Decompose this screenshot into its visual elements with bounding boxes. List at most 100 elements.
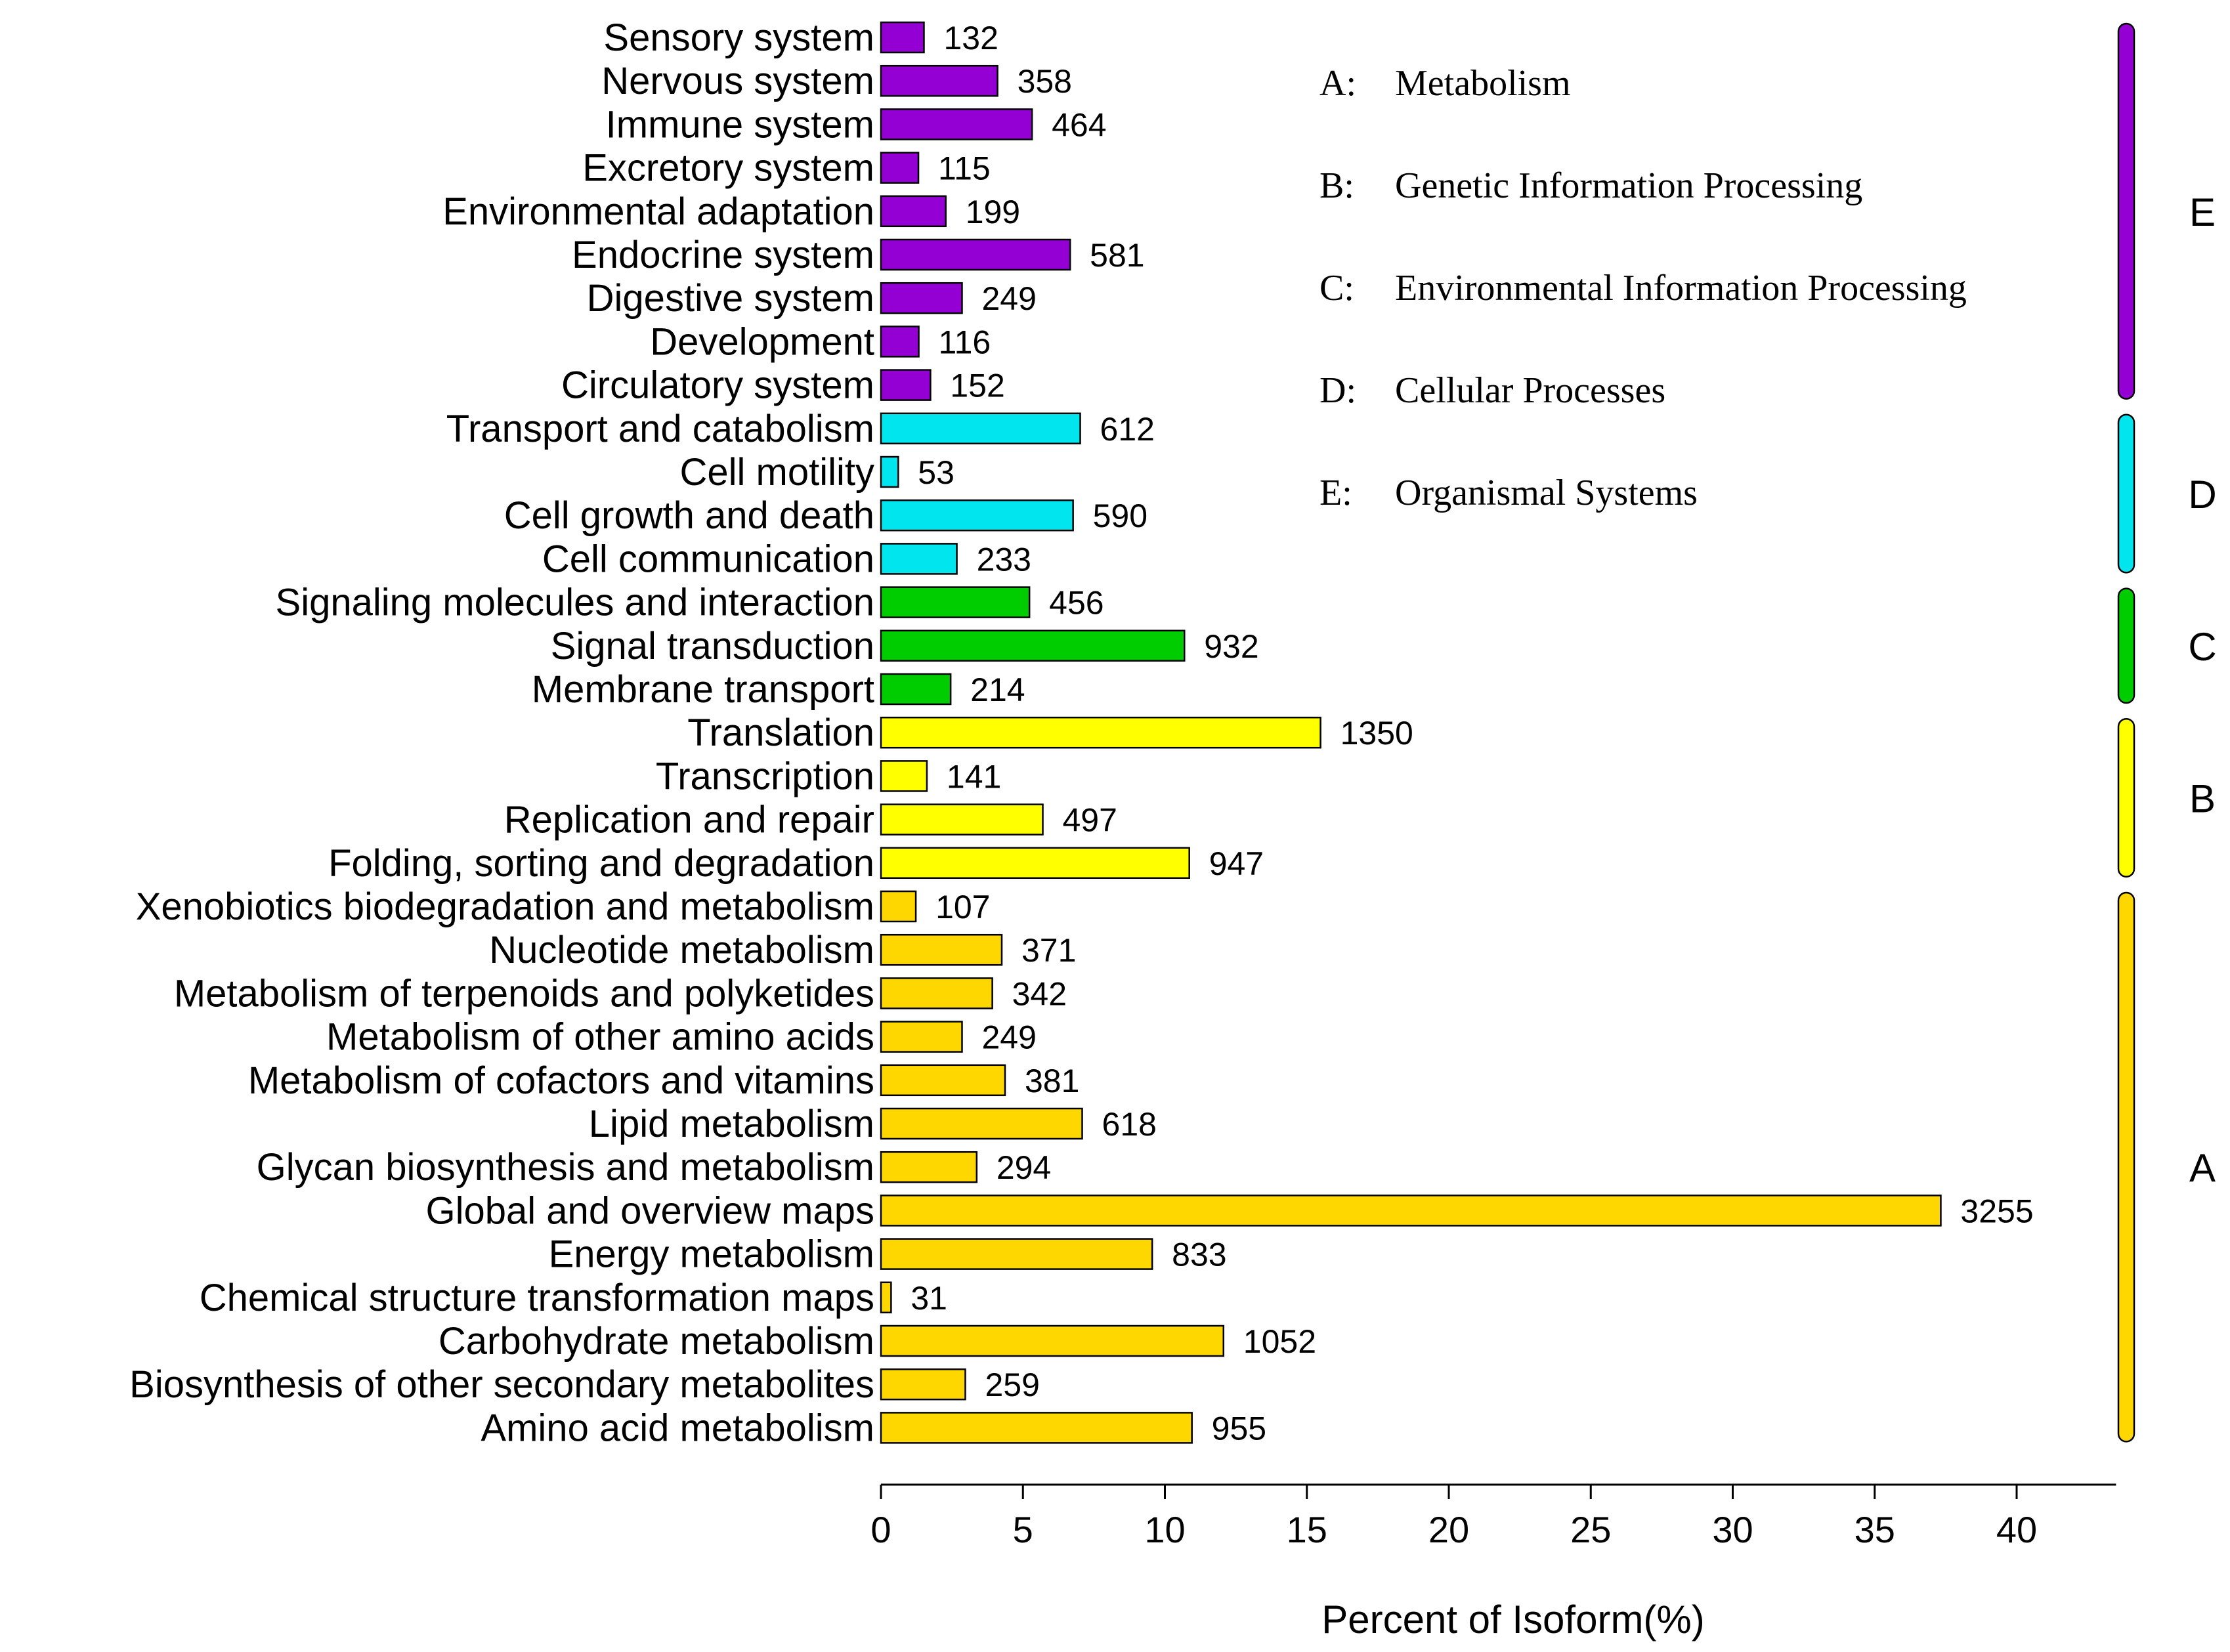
bar-nervous-system [880, 64, 998, 97]
value-label-immune-system: 464 [1052, 106, 1106, 143]
value-label-metabolism-of-other-amino-acids: 249 [982, 1019, 1037, 1056]
bar-amino-acid-metabolism [880, 1412, 1193, 1444]
bar-xenobiotics-biodegradation-and-metabolism [880, 890, 917, 923]
category-label-glycan-biosynthesis-and-metabolism: Glycan biosynthesis and metabolism [257, 1146, 874, 1189]
category-label-xenobiotics-biodegradation-and-metabolism: Xenobiotics biodegradation and metabolis… [136, 885, 874, 928]
x-tick-label-25: 25 [1570, 1509, 1611, 1550]
x-tick-label-40: 40 [1996, 1509, 2037, 1550]
category-label-development: Development [650, 320, 874, 363]
bar-transcription [880, 760, 928, 792]
category-label-sensory-system: Sensory system [603, 16, 874, 59]
category-label-environmental-adaptation: Environmental adaptation [442, 190, 874, 233]
category-label-folding-sorting-and-degradation: Folding, sorting and degradation [328, 842, 874, 885]
x-tick-label-30: 30 [1712, 1509, 1753, 1550]
category-label-metabolism-of-cofactors-and-vitamins: Metabolism of cofactors and vitamins [248, 1059, 874, 1102]
group-bar-c [2117, 587, 2135, 704]
value-label-cell-communication: 233 [977, 541, 1031, 578]
value-label-amino-acid-metabolism: 955 [1212, 1410, 1266, 1447]
bar-sensory-system [880, 21, 925, 54]
value-label-translation: 1350 [1340, 715, 1413, 752]
category-label-nervous-system: Nervous system [601, 60, 874, 102]
bar-digestive-system [880, 282, 963, 314]
category-label-biosynthesis-of-other-secondary-metabolites: Biosynthesis of other secondary metaboli… [129, 1363, 874, 1406]
bar-signaling-molecules-and-interaction [880, 586, 1031, 618]
value-label-transport-and-catabolism: 612 [1100, 411, 1155, 448]
bar-cell-communication [880, 543, 958, 575]
bar-cell-motility [880, 455, 899, 488]
x-axis: 0 5 10 15 20 25 30 35 40 [870, 1483, 2116, 1550]
value-label-chemical-structure-transformation-maps: 31 [911, 1280, 947, 1317]
bars-layer [880, 21, 1942, 1444]
category-label-immune-system: Immune system [606, 103, 874, 146]
group-letter-d: D [2188, 473, 2216, 517]
legend: A: Metabolism B: Genetic Information Proces… [1319, 63, 1967, 513]
category-label-translation: Translation [687, 711, 874, 754]
x-tick-label-10: 10 [1144, 1509, 1185, 1550]
legend-key-a: A: [1319, 63, 1356, 104]
value-label-energy-metabolism: 833 [1172, 1237, 1226, 1273]
value-label-signal-transduction: 932 [1204, 628, 1258, 665]
x-tick-label-20: 20 [1428, 1509, 1469, 1550]
category-label-global-and-overview-maps: Global and overview maps [426, 1189, 874, 1232]
bar-environmental-adaptation [880, 195, 947, 228]
category-label-chemical-structure-transformation-maps: Chemical structure transformation maps [200, 1277, 874, 1319]
bar-metabolism-of-other-amino-acids [880, 1021, 963, 1053]
value-label-endocrine-system: 581 [1090, 237, 1144, 274]
bar-energy-metabolism [880, 1238, 1153, 1270]
category-label-transport-and-catabolism: Transport and catabolism [446, 408, 874, 450]
bar-circulatory-system [880, 369, 932, 401]
bar-global-and-overview-maps [880, 1195, 1942, 1227]
category-label-signaling-molecules-and-interaction: Signaling molecules and interaction [276, 582, 874, 624]
legend-name-genetic-information-processing: Genetic Information Processing [1395, 165, 1862, 206]
bar-transport-and-catabolism [880, 412, 1081, 445]
value-label-lipid-metabolism: 618 [1102, 1106, 1157, 1143]
value-label-excretory-system: 115 [938, 150, 991, 187]
category-label-transcription: Transcription [656, 755, 874, 797]
group-bar-d [2117, 413, 2135, 574]
category-label-metabolism-of-terpenoids-and-polyketides: Metabolism of terpenoids and polyketides [174, 972, 874, 1015]
bar-lipid-metabolism [880, 1107, 1083, 1140]
value-labels: 132 358 464 115 199 581 249 116 152 612 53 590 233 45… [911, 20, 2033, 1447]
bar-cell-growth-and-death [880, 499, 1074, 532]
category-label-circulatory-system: Circulatory system [561, 364, 874, 407]
value-label-metabolism-of-cofactors-and-vitamins: 381 [1025, 1063, 1079, 1099]
legend-key-d: D: [1319, 370, 1356, 411]
bar-signal-transduction [880, 629, 1186, 662]
group-letter-e: E [2189, 190, 2216, 234]
value-label-nervous-system: 358 [1018, 63, 1072, 100]
bar-nucleotide-metabolism [880, 933, 1003, 966]
value-label-biosynthesis-of-other-secondary-metabolites: 259 [985, 1366, 1039, 1403]
bar-membrane-transport [880, 673, 952, 706]
legend-name-cellular-processes: Cellular Processes [1395, 370, 1665, 411]
bar-chemical-structure-transformation-maps [880, 1281, 892, 1314]
category-label-cell-communication: Cell communication [542, 538, 874, 580]
bar-endocrine-system [880, 238, 1071, 271]
category-label-amino-acid-metabolism: Amino acid metabolism [481, 1407, 874, 1449]
bar-folding-sorting-and-degradation [880, 847, 1190, 879]
legend-key-c: C: [1319, 268, 1354, 308]
category-label-metabolism-of-other-amino-acids: Metabolism of other amino acids [326, 1016, 874, 1059]
legend-key-e: E: [1319, 473, 1352, 513]
category-label-cell-motility: Cell motility [680, 451, 875, 494]
value-label-sensory-system: 132 [943, 20, 998, 56]
x-axis-title: Percent of Isoform(%) [1321, 1598, 1705, 1641]
value-label-environmental-adaptation: 199 [966, 194, 1020, 230]
value-label-digestive-system: 249 [982, 280, 1037, 317]
legend-name-organismal-systems: Organismal Systems [1395, 473, 1698, 513]
bar-immune-system [880, 108, 1033, 140]
value-label-carbohydrate-metabolism: 1052 [1243, 1323, 1316, 1360]
group-bar-a [2117, 891, 2135, 1443]
value-label-signaling-molecules-and-interaction: 456 [1049, 585, 1104, 622]
bar-biosynthesis-of-other-secondary-metabolites [880, 1368, 966, 1401]
category-label-signal-transduction: Signal transduction [551, 625, 874, 667]
value-label-xenobiotics-biodegradation-and-metabolism: 107 [935, 889, 990, 925]
x-tick-label-5: 5 [1013, 1509, 1033, 1550]
value-label-development: 116 [939, 324, 991, 360]
category-label-energy-metabolism: Energy metabolism [549, 1233, 874, 1276]
x-tick-label-15: 15 [1287, 1509, 1327, 1550]
category-label-replication-and-repair: Replication and repair [504, 799, 874, 841]
value-label-glycan-biosynthesis-and-metabolism: 294 [997, 1149, 1051, 1186]
category-label-lipid-metabolism: Lipid metabolism [589, 1103, 874, 1145]
value-label-circulatory-system: 152 [950, 368, 1004, 404]
